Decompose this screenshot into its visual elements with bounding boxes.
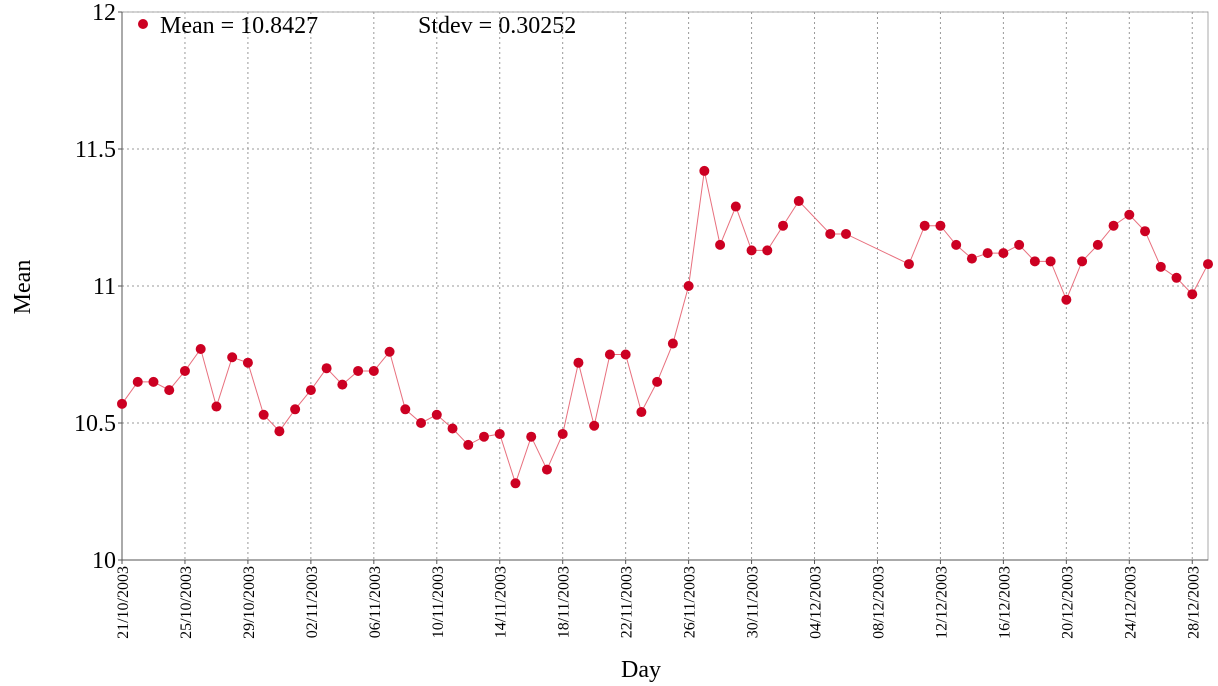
data-point	[998, 248, 1009, 259]
data-point	[447, 423, 458, 434]
data-point	[337, 379, 348, 390]
data-point	[793, 196, 804, 207]
x-tick-label: 16/12/2003	[996, 566, 1013, 639]
data-point	[778, 220, 789, 231]
data-point	[148, 376, 159, 387]
series-line	[121, 170, 1209, 485]
y-tick-label: 11	[93, 274, 116, 300]
data-point	[746, 245, 757, 256]
x-tick-label: 04/12/2003	[808, 566, 825, 639]
data-point	[132, 376, 143, 387]
data-point	[416, 418, 427, 428]
data-point	[463, 439, 474, 450]
data-point	[274, 426, 285, 437]
data-point	[321, 363, 332, 374]
data-point	[557, 428, 568, 439]
data-point	[652, 376, 663, 387]
data-point	[431, 409, 442, 420]
x-tick-label: 08/12/2003	[870, 566, 887, 639]
data-point	[1140, 226, 1151, 237]
data-point	[982, 248, 993, 259]
data-point	[919, 220, 930, 231]
y-axis-label: Mean	[10, 260, 36, 315]
data-point	[667, 338, 678, 349]
data-point	[305, 385, 316, 396]
data-point	[966, 253, 977, 264]
annotation: Stdev = 0.30252	[418, 13, 576, 39]
data-point	[935, 220, 946, 231]
data-point	[683, 281, 694, 291]
data-point	[479, 431, 489, 442]
y-tick-label: 11.5	[75, 137, 116, 163]
data-point	[1092, 239, 1103, 250]
legend-label: Mean = 10.8427	[160, 13, 318, 39]
data-point	[1014, 239, 1025, 250]
data-point	[494, 428, 505, 439]
data-point	[1108, 220, 1119, 231]
data-point	[510, 478, 521, 489]
data-point	[620, 349, 631, 360]
y-tick-label: 10.5	[74, 411, 116, 437]
x-tick-label: 12/12/2003	[933, 566, 950, 639]
x-axis-label: Day	[621, 657, 661, 683]
data-point	[1155, 261, 1166, 272]
x-tick-label: 22/11/2003	[619, 566, 636, 638]
data-point	[903, 259, 914, 270]
data-point	[1061, 294, 1072, 305]
data-point	[1124, 209, 1135, 220]
data-point	[730, 201, 741, 212]
data-point	[589, 420, 600, 431]
data-point	[117, 398, 127, 409]
data-point	[762, 245, 773, 256]
data-point	[164, 385, 175, 396]
legend-marker	[138, 19, 148, 29]
data-point	[1187, 289, 1198, 300]
y-tick-label: 12	[92, 0, 116, 26]
data-point	[841, 228, 851, 239]
data-point	[1077, 256, 1088, 267]
x-tick-label: 21/10/2003	[115, 566, 132, 639]
x-tick-label: 25/10/2003	[178, 566, 195, 639]
data-point	[1045, 256, 1056, 267]
data-point	[290, 404, 301, 415]
data-point	[541, 464, 552, 475]
plot-frame	[121, 11, 1209, 561]
x-tick-label: 06/11/2003	[367, 566, 384, 638]
data-point	[715, 239, 726, 250]
data-point	[573, 357, 584, 368]
data-point	[1203, 259, 1213, 270]
data-point	[1171, 272, 1182, 283]
data-point	[179, 365, 190, 376]
data-point	[699, 165, 710, 176]
data-point	[951, 239, 962, 250]
data-point	[400, 404, 411, 415]
data-point	[526, 431, 537, 442]
x-tick-label: 28/12/2003	[1185, 566, 1202, 639]
x-tick-label: 30/11/2003	[745, 566, 762, 638]
x-tick-label: 18/11/2003	[556, 566, 573, 638]
x-tick-label: 24/12/2003	[1122, 566, 1139, 639]
y-tick-label: 10	[92, 548, 116, 574]
data-point	[384, 346, 395, 357]
data-point	[636, 407, 647, 418]
data-point	[258, 409, 269, 420]
x-tick-label: 02/11/2003	[304, 566, 321, 638]
x-tick-label: 20/12/2003	[1059, 566, 1076, 639]
data-point	[195, 344, 206, 355]
data-point	[242, 357, 253, 368]
data-point	[227, 352, 238, 363]
x-tick-label: 10/11/2003	[430, 566, 447, 638]
data-point	[368, 365, 379, 376]
x-tick-label: 26/11/2003	[682, 566, 699, 638]
x-tick-label: 29/10/2003	[241, 566, 258, 639]
data-point	[353, 365, 364, 376]
data-point	[604, 349, 615, 360]
x-tick-label: 14/11/2003	[493, 566, 510, 638]
data-point	[211, 401, 222, 412]
data-point	[825, 228, 836, 239]
data-point	[1029, 256, 1040, 267]
